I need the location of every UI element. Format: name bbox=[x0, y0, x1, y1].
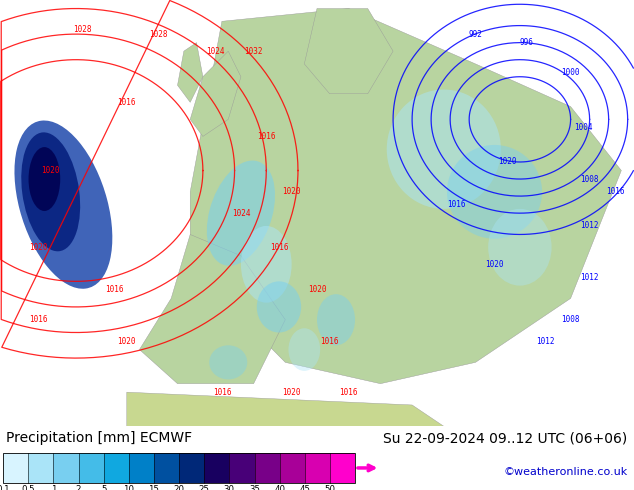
Text: 1016: 1016 bbox=[29, 315, 48, 324]
Text: 992: 992 bbox=[469, 29, 482, 39]
Text: 1016: 1016 bbox=[320, 337, 339, 345]
Text: Su 22-09-2024 09..12 UTC (06+06): Su 22-09-2024 09..12 UTC (06+06) bbox=[384, 431, 628, 445]
Text: 1004: 1004 bbox=[574, 123, 593, 132]
Text: 1020: 1020 bbox=[307, 285, 327, 294]
Text: 1020: 1020 bbox=[117, 337, 136, 345]
Text: 2: 2 bbox=[76, 485, 81, 490]
Text: 1016: 1016 bbox=[212, 388, 231, 397]
Text: 1016: 1016 bbox=[339, 388, 358, 397]
Text: 1016: 1016 bbox=[257, 132, 276, 141]
Text: 1016: 1016 bbox=[447, 200, 466, 209]
Text: 0.1: 0.1 bbox=[0, 485, 10, 490]
Polygon shape bbox=[139, 234, 285, 384]
Ellipse shape bbox=[288, 328, 320, 371]
Ellipse shape bbox=[387, 90, 501, 209]
Text: 1000: 1000 bbox=[561, 68, 580, 77]
Text: 1028: 1028 bbox=[149, 29, 168, 39]
Ellipse shape bbox=[15, 121, 112, 289]
Text: 996: 996 bbox=[519, 38, 533, 47]
Ellipse shape bbox=[207, 161, 275, 266]
Text: 1012: 1012 bbox=[580, 221, 599, 230]
Ellipse shape bbox=[488, 209, 552, 286]
Text: 1: 1 bbox=[51, 485, 56, 490]
Text: 1020: 1020 bbox=[485, 260, 504, 269]
Text: 30: 30 bbox=[224, 485, 235, 490]
Polygon shape bbox=[127, 392, 444, 426]
Ellipse shape bbox=[241, 226, 292, 303]
Text: 1008: 1008 bbox=[580, 174, 599, 184]
Text: 1008: 1008 bbox=[561, 315, 580, 324]
Text: 25: 25 bbox=[198, 485, 210, 490]
Ellipse shape bbox=[209, 345, 247, 379]
Text: 1012: 1012 bbox=[536, 337, 555, 345]
Ellipse shape bbox=[447, 145, 542, 239]
Text: 45: 45 bbox=[299, 485, 310, 490]
Text: Precipitation [mm] ECMWF: Precipitation [mm] ECMWF bbox=[6, 431, 193, 445]
Ellipse shape bbox=[22, 132, 80, 251]
Text: 1020: 1020 bbox=[282, 388, 301, 397]
Text: 1020: 1020 bbox=[41, 166, 60, 175]
Text: 0.5: 0.5 bbox=[22, 485, 35, 490]
Text: 1012: 1012 bbox=[580, 272, 599, 282]
Text: 5: 5 bbox=[101, 485, 107, 490]
Text: 1028: 1028 bbox=[73, 25, 92, 34]
Text: 1016: 1016 bbox=[105, 285, 124, 294]
Polygon shape bbox=[304, 8, 393, 94]
Text: ©weatheronline.co.uk: ©weatheronline.co.uk bbox=[503, 467, 628, 477]
Text: 35: 35 bbox=[249, 485, 260, 490]
Ellipse shape bbox=[257, 281, 301, 333]
Text: 1032: 1032 bbox=[244, 47, 263, 56]
Text: 1016: 1016 bbox=[117, 98, 136, 107]
Polygon shape bbox=[190, 51, 241, 136]
Ellipse shape bbox=[29, 147, 60, 211]
Text: 50: 50 bbox=[325, 485, 335, 490]
Text: 1020: 1020 bbox=[29, 243, 48, 252]
Polygon shape bbox=[178, 43, 203, 102]
Text: 1024: 1024 bbox=[231, 209, 250, 218]
Text: 1020: 1020 bbox=[282, 187, 301, 196]
Text: 1020: 1020 bbox=[498, 157, 517, 167]
Text: 15: 15 bbox=[148, 485, 160, 490]
Ellipse shape bbox=[317, 294, 355, 345]
Text: 20: 20 bbox=[174, 485, 184, 490]
Text: 10: 10 bbox=[124, 485, 134, 490]
Text: 40: 40 bbox=[274, 485, 285, 490]
Text: 1024: 1024 bbox=[206, 47, 225, 56]
Text: 1016: 1016 bbox=[605, 187, 624, 196]
Polygon shape bbox=[190, 8, 621, 384]
Text: 1016: 1016 bbox=[269, 243, 288, 252]
